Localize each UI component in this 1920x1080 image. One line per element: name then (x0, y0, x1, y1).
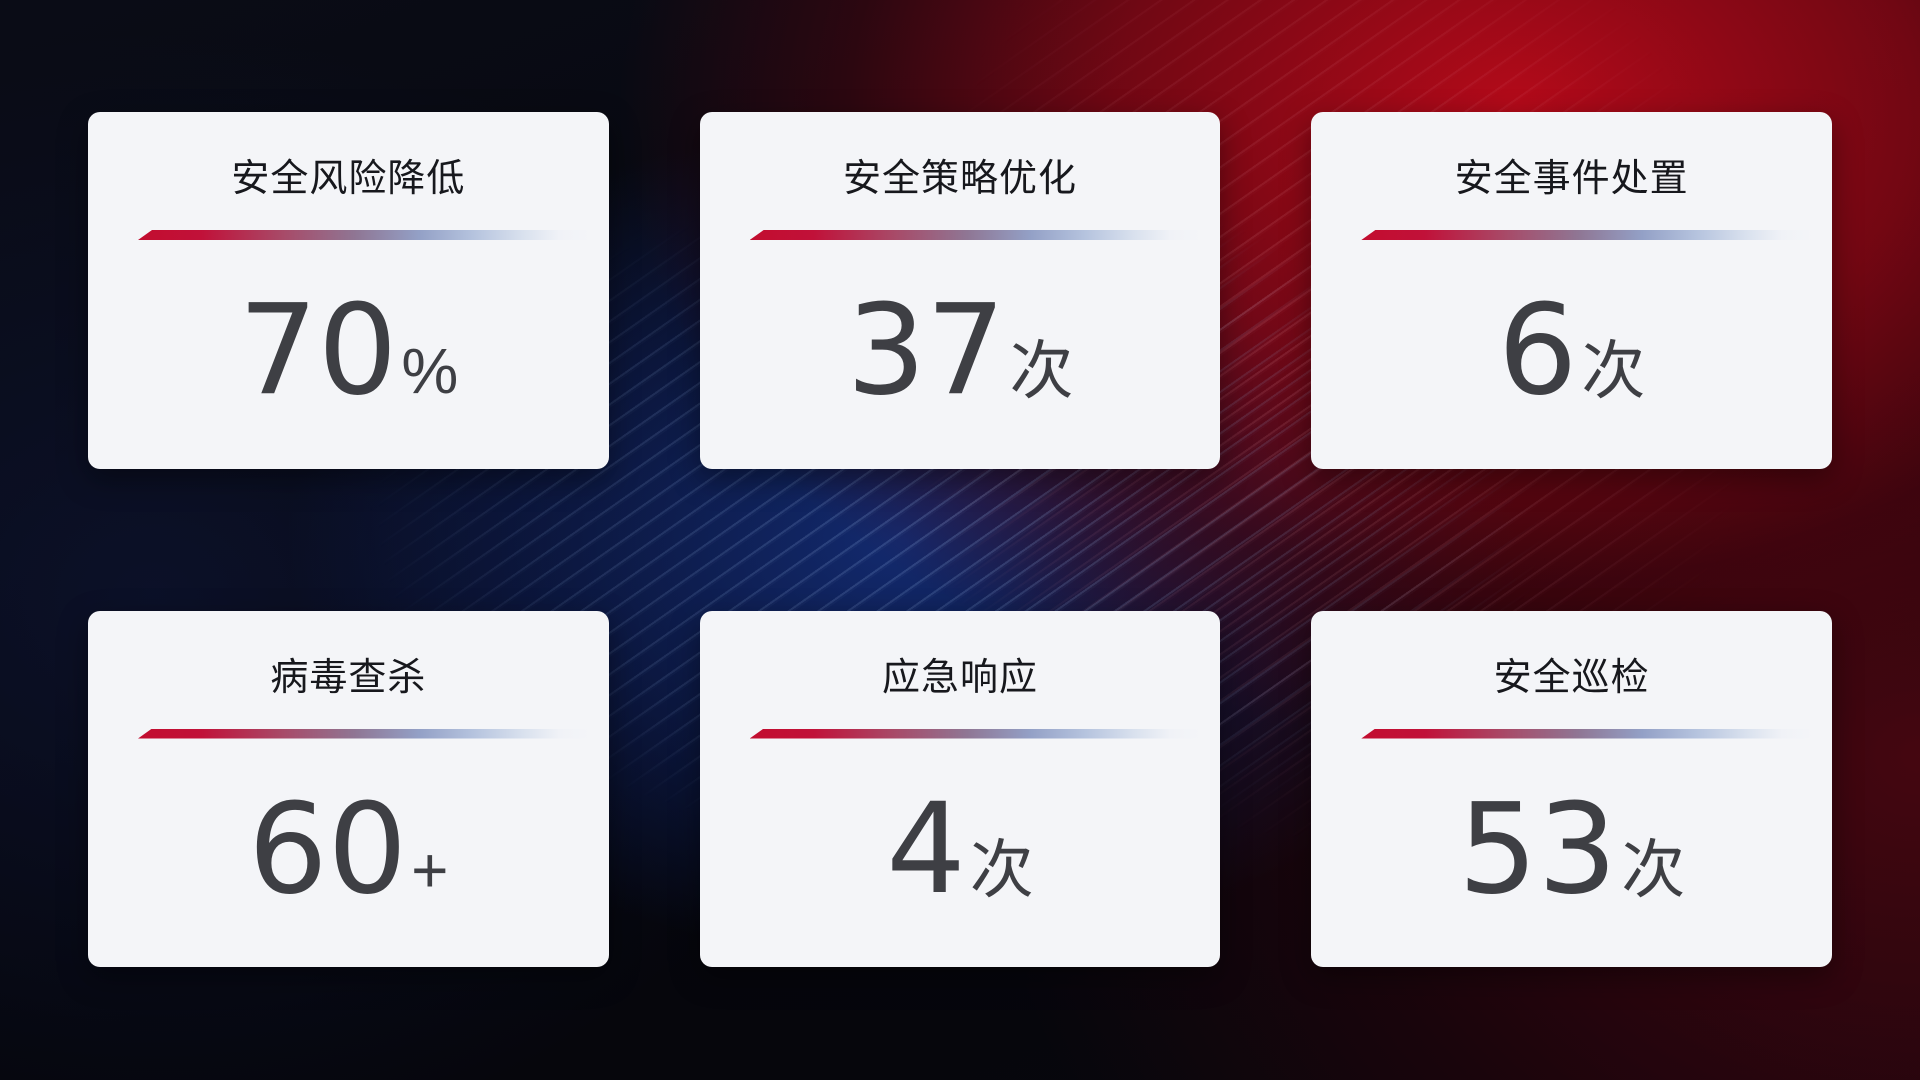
stat-unit: 次 (1621, 833, 1686, 906)
gradient-divider (1361, 230, 1814, 240)
stat-card-risk-reduction: 安全风险降低 70% (88, 112, 609, 469)
card-title: 应急响应 (881, 656, 1038, 699)
stat-card-virus-scan: 病毒查杀 60+ (88, 610, 609, 967)
stat-value-row: 6次 (1311, 288, 1832, 413)
stat-value-row: 4次 (700, 787, 1221, 912)
stat-value: 37 (846, 278, 1006, 423)
gradient-divider (749, 728, 1203, 739)
gradient-divider (1361, 728, 1814, 739)
stat-value-row: 53次 (1311, 787, 1832, 912)
stat-unit: 次 (969, 833, 1034, 906)
stat-unit: + (411, 833, 449, 906)
card-title: 安全风险降低 (231, 158, 466, 200)
card-title: 安全事件处置 (1454, 158, 1689, 200)
stat-value-row: 37次 (700, 288, 1221, 413)
stat-value-row: 60+ (88, 787, 609, 912)
stat-value: 60 (248, 776, 408, 922)
stat-card-security-inspection: 安全巡检 53次 (1311, 610, 1832, 967)
card-title: 安全策略优化 (842, 158, 1077, 200)
stat-value: 4 (886, 776, 966, 922)
stat-unit: 次 (1581, 335, 1646, 407)
stats-grid: 安全风险降低 70% 安全策略优化 37次 安全事件处置 6次 病毒查杀 60+… (88, 112, 1832, 967)
stat-value: 70 (238, 278, 398, 423)
card-title: 病毒查杀 (270, 656, 427, 699)
stat-card-emergency-response: 应急响应 4次 (699, 610, 1221, 967)
stat-card-incident-handling: 安全事件处置 6次 (1311, 112, 1832, 469)
stat-value-row: 70% (88, 288, 609, 413)
gradient-divider (138, 728, 591, 739)
card-title: 安全巡检 (1493, 656, 1650, 699)
stat-unit: 次 (1009, 335, 1074, 407)
stat-value: 6 (1497, 278, 1578, 423)
stat-unit: % (401, 335, 459, 407)
gradient-divider (138, 230, 591, 240)
gradient-divider (749, 230, 1203, 240)
stat-card-policy-optimization: 安全策略优化 37次 (699, 112, 1221, 469)
stat-value: 53 (1458, 776, 1618, 922)
